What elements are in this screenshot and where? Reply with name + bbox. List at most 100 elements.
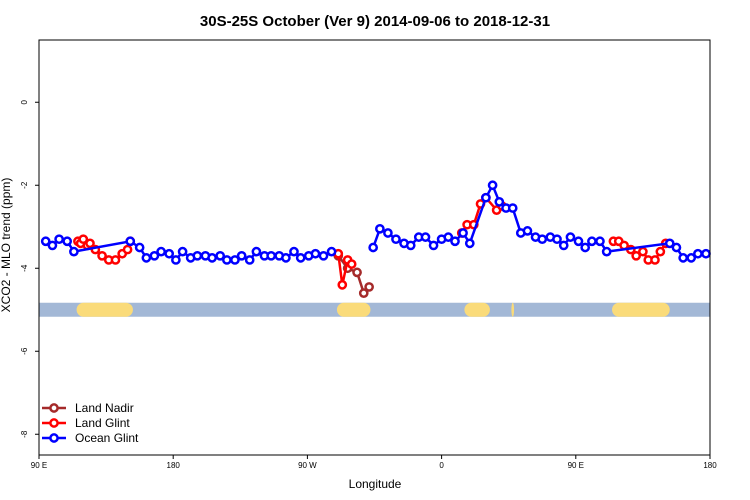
legend-label: Ocean Glint	[75, 431, 139, 445]
data-point-ocean-glint	[375, 223, 385, 234]
data-point-ocean-glint	[405, 240, 416, 251]
data-point-ocean-glint	[664, 238, 675, 249]
surface-band-land-2	[464, 302, 490, 317]
data-point-ocean-glint	[281, 253, 291, 263]
data-point-ocean-glint	[230, 255, 240, 265]
data-point-ocean-glint	[693, 248, 703, 259]
data-point-ocean-glint	[266, 250, 277, 261]
data-point-land-glint	[631, 250, 642, 261]
y-tick-label: -6	[20, 347, 29, 355]
plot-frame	[38, 39, 711, 456]
data-point-ocean-glint	[236, 250, 247, 261]
data-point-ocean-glint	[450, 236, 460, 247]
data-point-ocean-glint	[251, 246, 262, 257]
data-point-land-glint	[97, 250, 107, 261]
data-point-land-glint	[337, 280, 348, 290]
data-point-ocean-glint	[164, 248, 175, 259]
data-point-ocean-glint	[552, 234, 562, 245]
data-point-ocean-glint	[368, 242, 379, 253]
surface-band-land-1	[336, 302, 371, 317]
data-point-ocean-glint	[244, 255, 255, 265]
x-tick-label: 90 E	[568, 461, 584, 470]
x-tick-label: 90 E	[31, 461, 47, 470]
data-point-ocean-glint	[507, 203, 518, 213]
legend-marker	[49, 418, 59, 428]
data-point-ocean-glint	[573, 236, 584, 247]
data-point-ocean-glint	[171, 255, 181, 265]
data-point-ocean-glint	[125, 236, 136, 247]
data-point-ocean-glint	[289, 246, 299, 257]
data-point-ocean-glint	[134, 242, 145, 253]
data-point-ocean-glint	[420, 232, 431, 242]
data-point-ocean-glint	[701, 248, 711, 259]
data-point-ocean-glint	[558, 240, 569, 251]
surface-band-land-0	[76, 302, 133, 317]
x-tick-label: 90 W	[298, 461, 317, 470]
surface-band-ocean	[39, 302, 710, 317]
legend-label: Land Glint	[75, 416, 130, 430]
data-point-ocean-glint	[192, 250, 203, 261]
data-point-ocean-glint	[215, 250, 226, 261]
x-tick-label: 0	[439, 461, 444, 470]
y-tick-label: -4	[20, 264, 29, 272]
legend-item-ocean-glint: Ocean Glint	[42, 431, 139, 445]
data-point-ocean-glint	[62, 236, 73, 247]
data-point-ocean-glint	[207, 253, 217, 263]
data-point-ocean-glint	[310, 248, 321, 259]
data-point-ocean-glint	[443, 232, 454, 242]
legend-label: Land Nadir	[75, 401, 134, 415]
data-point-ocean-glint	[565, 232, 576, 242]
legend-item-land-glint: Land Glint	[42, 416, 130, 430]
data-point-ocean-glint	[318, 250, 329, 261]
data-point-ocean-glint	[671, 242, 682, 253]
y-axis-label: XCO2 - MLO trend (ppm)	[0, 178, 13, 313]
series-line-ocean-glint	[372, 182, 706, 260]
series-ocean-glint	[40, 180, 711, 265]
data-point-ocean-glint	[47, 240, 58, 251]
data-point-ocean-glint	[428, 240, 439, 251]
series-layer	[40, 180, 711, 298]
data-point-ocean-glint	[69, 246, 79, 257]
data-point-ocean-glint	[481, 192, 491, 203]
data-point-ocean-glint	[587, 236, 597, 247]
data-point-ocean-glint	[177, 246, 188, 257]
data-point-ocean-glint	[494, 197, 505, 207]
data-point-ocean-glint	[522, 226, 533, 236]
data-point-ocean-glint	[383, 228, 393, 238]
surface-band-land-4	[612, 302, 670, 317]
data-point-ocean-glint	[326, 246, 337, 257]
legend-marker	[49, 433, 59, 443]
surface-band-land-3	[511, 302, 515, 317]
data-point-land-glint	[650, 255, 660, 265]
legend-item-land-nadir: Land Nadir	[42, 401, 134, 415]
data-point-ocean-glint	[156, 246, 166, 257]
data-point-ocean-glint	[601, 246, 612, 257]
data-point-ocean-glint	[595, 236, 605, 247]
data-point-land-glint	[655, 246, 666, 257]
y-tick-label: 0	[20, 99, 29, 104]
data-point-ocean-glint	[580, 242, 591, 253]
data-point-land-nadir	[358, 288, 369, 298]
data-point-land-glint	[85, 238, 95, 249]
data-point-ocean-glint	[141, 253, 152, 263]
data-point-land-nadir	[352, 267, 362, 278]
data-point-ocean-glint	[40, 236, 51, 247]
surface-band	[39, 302, 710, 317]
data-point-ocean-glint	[487, 180, 498, 191]
data-point-ocean-glint	[458, 228, 468, 238]
y-tick-label: -2	[20, 181, 29, 189]
data-point-ocean-glint	[537, 234, 548, 245]
data-point-land-glint	[122, 244, 133, 255]
data-point-ocean-glint	[54, 234, 64, 245]
data-point-ocean-glint	[391, 234, 401, 245]
chart-title: 30S-25S October (Ver 9) 2014-09-06 to 20…	[200, 13, 550, 30]
x-tick-label: 180	[167, 461, 181, 470]
axes: 90 E 180 90 W 0 90 E 180 0 -2 -4 -6 -8	[20, 99, 717, 470]
legend-marker	[49, 403, 59, 413]
data-point-ocean-glint	[149, 250, 160, 261]
data-point-ocean-glint	[678, 253, 689, 263]
y-tick-label: -8	[20, 430, 29, 438]
data-point-land-glint	[346, 259, 357, 269]
